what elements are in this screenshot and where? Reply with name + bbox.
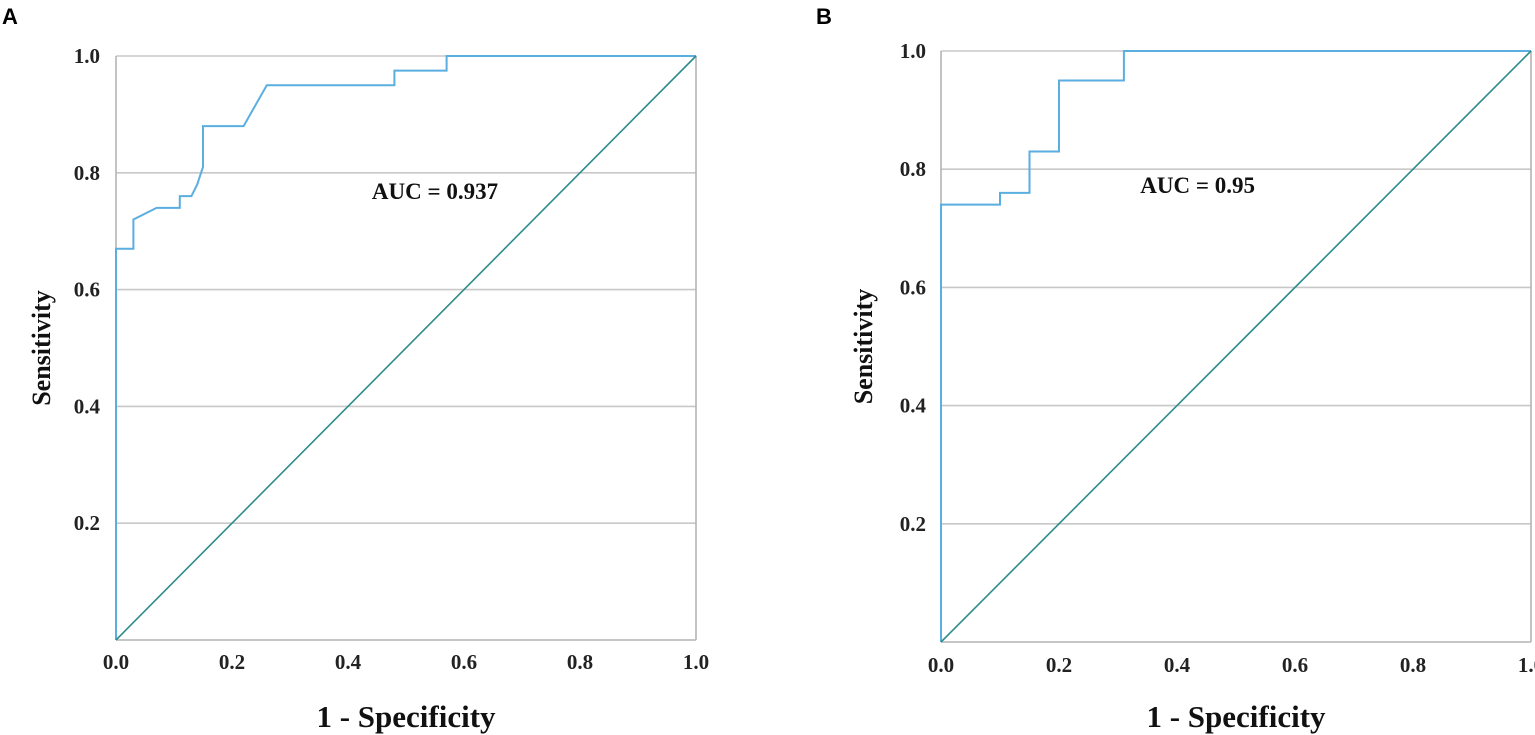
panel-a-y-tick-label: 0.8 xyxy=(74,161,100,185)
panel-a-reference-line xyxy=(115,55,697,641)
panel-a-x-tick-label: 1.0 xyxy=(683,650,709,674)
panel-b-x-tick-label: 0.4 xyxy=(1164,653,1191,677)
roc-panel-b: B 0.2 0.4 0.6 0.8 1.0 0.0 0.2 0.4 0.6 0.8 1.0 1 - Sp… xyxy=(816,4,1535,734)
panel-b-x-tick-label: 0.2 xyxy=(1046,653,1072,677)
panel-a-y-tick-label: 0.4 xyxy=(74,394,101,418)
panel-b-y-axis-title: Sensitivity xyxy=(849,289,878,405)
panel-a-x-tick-label: 0.6 xyxy=(451,650,477,674)
panel-b-x-tick-label: 0.8 xyxy=(1400,653,1426,677)
roc-panel-a: A 0.2 0.4 0.6 0.8 1.0 0.0 0.2 0.4 0.6 0.8 1.0 1 - Sp… xyxy=(2,4,709,734)
panel-b-y-tick-label: 1.0 xyxy=(900,39,926,63)
panel-a-auc-label: AUC = 0.937 xyxy=(372,179,498,204)
panel-b-x-tick-label: 0.6 xyxy=(1282,653,1308,677)
panel-a-letter: A xyxy=(2,4,18,29)
panel-b-y-tick-label: 0.2 xyxy=(900,512,926,536)
panel-b-x-axis-title: 1 - Specificity xyxy=(1146,699,1326,734)
panel-b-roc-curve xyxy=(940,50,1531,642)
panel-a-y-axis-title: Sensitivity xyxy=(27,290,56,406)
panel-a-x-tick-label: 0.4 xyxy=(335,650,362,674)
panel-a-x-tick-label: 0.8 xyxy=(567,650,593,674)
panel-a-y-tick-label: 0.2 xyxy=(74,511,100,535)
panel-b-x-tick-label: 1.0 xyxy=(1518,653,1535,677)
panel-b-y-tick-label: 0.8 xyxy=(900,157,926,181)
panel-b-auc-label: AUC = 0.95 xyxy=(1140,173,1255,198)
panel-b-x-tick-label: 0.0 xyxy=(928,653,954,677)
panel-b-letter: B xyxy=(816,4,832,29)
panel-b-y-tick-label: 0.6 xyxy=(900,275,926,299)
panel-a-y-tick-label: 0.6 xyxy=(74,278,100,302)
panel-b-reference-line xyxy=(940,50,1532,643)
panel-a-y-tick-label: 1.0 xyxy=(74,44,100,68)
panel-a-roc-curve xyxy=(115,55,696,640)
panel-a-x-axis-title: 1 - Specificity xyxy=(316,699,496,734)
panel-a-x-tick-label: 0.0 xyxy=(103,650,129,674)
panel-b-y-tick-label: 0.4 xyxy=(900,394,927,418)
panel-a-x-tick-label: 0.2 xyxy=(219,650,245,674)
